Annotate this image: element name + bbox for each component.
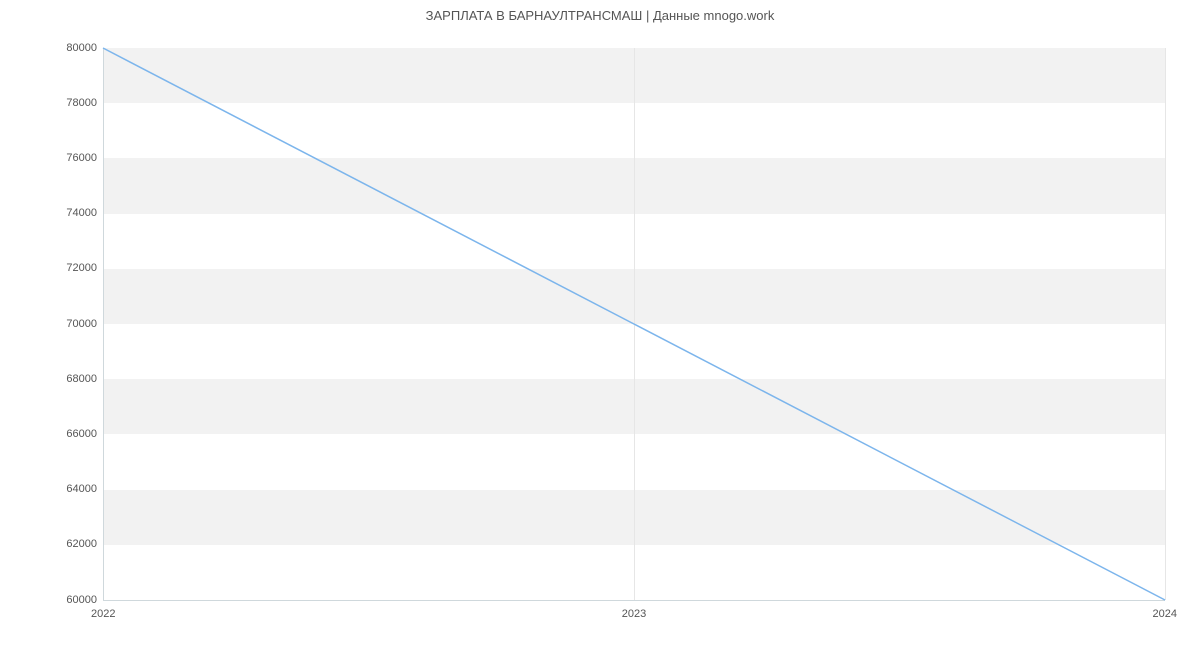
- x-gridline: [1165, 48, 1166, 600]
- series-layer: [103, 48, 1165, 600]
- x-tick-label: 2022: [91, 608, 151, 620]
- y-tick-label: 60000: [53, 594, 97, 606]
- y-tick-label: 78000: [53, 97, 97, 109]
- y-tick-label: 80000: [53, 42, 97, 54]
- y-tick-label: 64000: [53, 483, 97, 495]
- y-tick-label: 76000: [53, 152, 97, 164]
- y-tick-label: 74000: [53, 207, 97, 219]
- x-axis-line: [103, 600, 1165, 601]
- series-salary: [103, 48, 1165, 600]
- x-tick-label: 2023: [604, 608, 664, 620]
- chart-title: ЗАРПЛАТА В БАРНАУЛТРАНСМАШ | Данные mnog…: [0, 8, 1200, 23]
- y-tick-label: 62000: [53, 538, 97, 550]
- salary-line-chart: ЗАРПЛАТА В БАРНАУЛТРАНСМАШ | Данные mnog…: [0, 0, 1200, 650]
- x-tick-label: 2024: [1117, 608, 1177, 620]
- y-tick-label: 70000: [53, 318, 97, 330]
- plot-area: 6000062000640006600068000700007200074000…: [103, 48, 1165, 600]
- y-tick-label: 66000: [53, 428, 97, 440]
- y-tick-label: 72000: [53, 262, 97, 274]
- y-tick-label: 68000: [53, 373, 97, 385]
